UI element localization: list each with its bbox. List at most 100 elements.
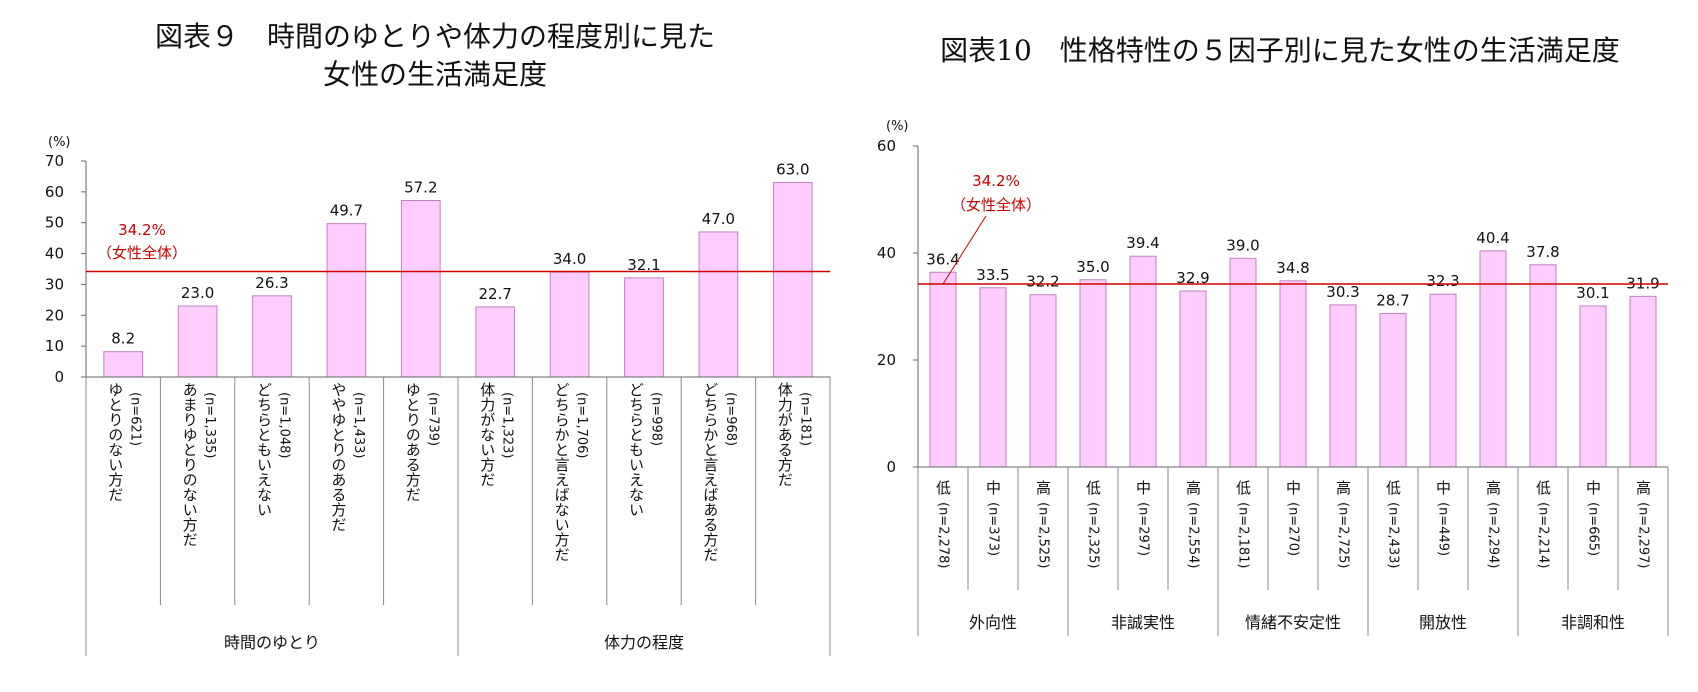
group-label: 非調和性 xyxy=(1561,613,1625,632)
data-label: 32.3 xyxy=(1426,272,1459,290)
data-label: 47.0 xyxy=(702,210,735,228)
bar xyxy=(549,271,590,378)
category-label: 中 xyxy=(1134,480,1152,495)
bar xyxy=(1229,257,1257,468)
bar xyxy=(1279,280,1307,468)
reference-label-sub: （女性全体） xyxy=(97,244,187,262)
bar xyxy=(1079,279,1107,468)
y-tick-label: 30 xyxy=(45,275,64,293)
category-n-label: (n=2,433) xyxy=(1386,502,1401,569)
y-tick-label: 20 xyxy=(45,306,64,324)
data-label: 35.0 xyxy=(1076,258,1109,276)
bar xyxy=(475,306,516,378)
category-n-label: (n=621) xyxy=(128,392,143,446)
data-label: 26.3 xyxy=(255,274,288,292)
category-n-label: (n=449) xyxy=(1436,502,1451,556)
category-n-label: (n=2,297) xyxy=(1636,502,1651,569)
data-label: 34.0 xyxy=(553,250,586,268)
category-label: 中 xyxy=(1434,480,1452,495)
category-n-label: (n=1,048) xyxy=(277,392,292,459)
category-n-label: (n=739) xyxy=(425,392,440,446)
reference-label: 34.2% xyxy=(972,172,1020,190)
data-label: 34.8 xyxy=(1276,259,1309,277)
y-tick-label: 60 xyxy=(45,183,64,201)
data-label: 40.4 xyxy=(1476,229,1509,247)
category-label: 高 xyxy=(1334,480,1352,495)
bar xyxy=(177,305,218,378)
data-label: 37.8 xyxy=(1526,243,1559,261)
category-label: 中 xyxy=(984,480,1002,495)
category-n-label: (n=2,525) xyxy=(1036,502,1051,569)
data-label: 33.5 xyxy=(976,266,1009,284)
category-n-label: (n=270) xyxy=(1286,502,1301,556)
category-label: 低 xyxy=(1534,480,1552,496)
bar xyxy=(1629,295,1657,468)
category-n-label: (n=968) xyxy=(723,392,738,446)
category-n-label: (n=2,278) xyxy=(936,502,951,569)
category-n-label: (n=1,706) xyxy=(574,392,589,459)
category-n-label: (n=2,725) xyxy=(1336,502,1351,569)
category-label: 体力がある方だ xyxy=(776,382,794,487)
bar xyxy=(1529,264,1557,468)
category-n-label: (n=2,294) xyxy=(1486,502,1501,569)
figure9-title-line2: 女性の生活満足度 xyxy=(322,58,547,91)
figure10-title-line1: 図表10 性格特性の５因子別に見た女性の生活満足度 xyxy=(940,34,1620,67)
category-label: 高 xyxy=(1634,480,1652,495)
category-label: 高 xyxy=(1184,480,1202,495)
category-label: 体力がない方だ xyxy=(478,382,496,487)
category-n-label: (n=1,323) xyxy=(500,392,515,459)
group-label: 情緒不安定性 xyxy=(1245,613,1341,632)
y-tick-label: 40 xyxy=(877,244,896,262)
bar xyxy=(1429,293,1457,468)
category-label: 低 xyxy=(1384,480,1402,496)
category-label: 高 xyxy=(1034,480,1052,495)
bar xyxy=(103,351,144,378)
data-label: 36.4 xyxy=(926,250,959,268)
y-tick-label: 0 xyxy=(54,368,64,386)
group-label: 開放性 xyxy=(1419,613,1467,632)
y-tick-label: 50 xyxy=(45,214,64,232)
category-n-label: (n=181) xyxy=(797,392,812,446)
category-label: ゆとりのある方だ xyxy=(404,382,422,502)
y-tick-label: 0 xyxy=(886,458,896,476)
bar xyxy=(326,223,367,378)
data-label: 57.2 xyxy=(404,178,437,196)
bar xyxy=(929,271,957,468)
category-label: 低 xyxy=(1084,480,1102,496)
category-n-label: (n=2,325) xyxy=(1086,502,1101,569)
bar xyxy=(252,295,292,378)
category-n-label: (n=2,181) xyxy=(1236,502,1251,569)
category-label: 低 xyxy=(1234,480,1252,496)
data-label: 8.2 xyxy=(111,330,135,348)
data-label: 39.4 xyxy=(1126,234,1159,252)
category-n-label: (n=998) xyxy=(649,392,664,446)
group-label: 時間のゆとり xyxy=(224,633,320,652)
bar xyxy=(772,182,813,378)
category-label: あまりゆとりのない方だ xyxy=(181,382,199,547)
y-tick-label: 40 xyxy=(45,245,64,263)
category-label: どちらともいえない xyxy=(255,382,273,517)
category-n-label: (n=2,554) xyxy=(1186,502,1201,569)
data-label: 30.1 xyxy=(1576,284,1609,302)
bar xyxy=(1479,250,1507,468)
bar xyxy=(698,231,739,378)
category-n-label: (n=665) xyxy=(1586,502,1601,556)
bar xyxy=(1579,305,1607,468)
data-label: 63.0 xyxy=(776,161,809,179)
group-label: 体力の程度 xyxy=(604,633,684,652)
bar xyxy=(1029,294,1057,468)
bar xyxy=(1129,255,1157,468)
bar xyxy=(1329,304,1357,468)
figure9-title-line1: 図表９ 時間のゆとりや体力の程度別に見た xyxy=(154,20,715,53)
reference-label-sub: （女性全体） xyxy=(951,196,1041,214)
category-label: 中 xyxy=(1284,480,1302,495)
category-label: ゆとりのない方だ xyxy=(106,382,124,502)
category-label: どちらかと言えばある方だ xyxy=(701,382,719,562)
category-n-label: (n=297) xyxy=(1136,502,1151,556)
figure10-title: 図表10 性格特性の５因子別に見た女性の生活満足度 xyxy=(880,32,1680,70)
data-label: 32.9 xyxy=(1176,269,1209,287)
group-label: 非誠実性 xyxy=(1111,613,1175,632)
y-unit-label: (%) xyxy=(48,135,71,150)
